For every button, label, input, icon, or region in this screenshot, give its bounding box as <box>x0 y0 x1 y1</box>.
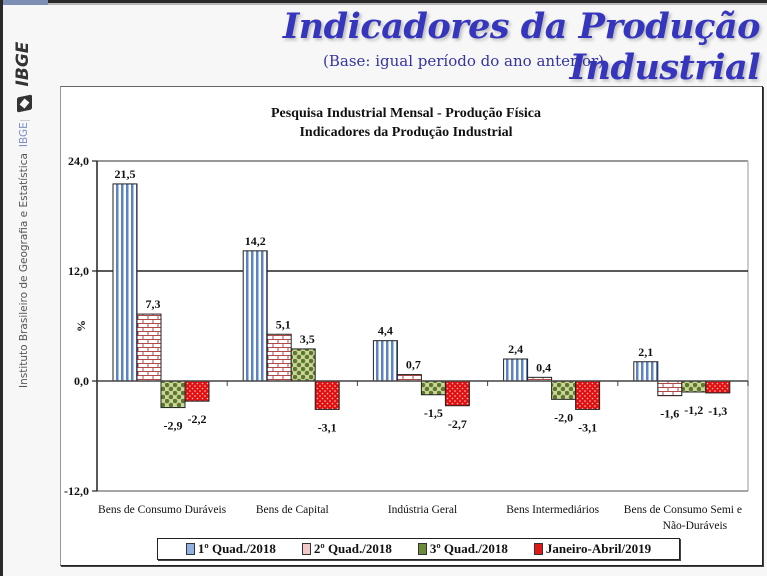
data-label: -3,1 <box>318 420 337 434</box>
legend-swatch <box>417 543 427 555</box>
chart-legend: 1º Quad./2018 2º Quad./2018 3º Quad./2018 J… <box>157 538 680 560</box>
top-bar-accent <box>0 0 48 5</box>
data-label: -1,6 <box>660 407 679 421</box>
data-label: 5,1 <box>276 317 291 331</box>
category-label: Indústria Geral <box>388 504 457 516</box>
bar-4-3 <box>444 380 470 407</box>
institution-name: Instituto Brasileiro de Geografia e Esta… <box>18 122 34 388</box>
category-label: Bens Intermediários <box>506 504 599 516</box>
legend-swatch <box>185 543 195 555</box>
bar-4-4 <box>575 380 601 410</box>
category-label: Não-Duráveis <box>663 520 728 532</box>
bar-4-5 <box>705 380 731 394</box>
data-label: -1,3 <box>708 404 727 418</box>
bar-1-5 <box>633 361 659 382</box>
institution-short: IBGE <box>18 122 30 148</box>
top-bar-line <box>48 3 767 5</box>
data-label: -2,0 <box>554 410 573 424</box>
bar-2-5 <box>657 380 683 397</box>
bar-3-2 <box>290 348 316 382</box>
y-tick-label: -12,0 <box>64 484 89 498</box>
y-tick-label: 12,0 <box>68 264 89 278</box>
data-label: 14,2 <box>245 234 266 248</box>
legend-label: 3º Quad./2018 <box>429 541 508 556</box>
bar-1-1 <box>112 183 138 382</box>
bar-4-1 <box>184 380 210 402</box>
category-label: Bens de Consumo Semi e <box>624 504 742 516</box>
bar-2-1 <box>136 313 162 382</box>
data-label: 2,1 <box>638 345 653 359</box>
data-label: 2,4 <box>508 342 523 356</box>
data-label: -2,7 <box>448 417 467 431</box>
bar-3-4 <box>551 380 577 400</box>
chart-title: Pesquisa Industrial Mensal - Produção Fí… <box>271 106 541 121</box>
bar-3-1 <box>160 380 186 409</box>
legend-item: 3º Quad./2018 <box>417 541 508 557</box>
data-label: 0,4 <box>536 360 551 374</box>
legend-swatch <box>533 543 543 555</box>
legend-item: Janeiro-Abril/2019 <box>533 541 652 557</box>
category-label: Bens de Capital <box>256 504 329 516</box>
bar-3-5 <box>681 380 707 393</box>
left-edge <box>0 0 3 576</box>
data-label: 4,4 <box>378 324 393 338</box>
bar-1-3 <box>372 340 398 382</box>
legend-swatch <box>301 543 311 555</box>
data-label: -2,2 <box>188 412 207 426</box>
data-label: 0,7 <box>406 358 421 372</box>
legend-label: 2º Quad./2018 <box>313 541 392 556</box>
bar-1-4 <box>503 358 529 382</box>
institution-full: Instituto Brasileiro de Geografia e Esta… <box>18 153 30 388</box>
legend-item: 1º Quad./2018 <box>185 541 276 557</box>
ibge-logo-icon <box>17 94 32 113</box>
ibge-logo: IBGE <box>13 34 36 114</box>
y-tick-label: 0,0 <box>74 374 89 388</box>
legend-label: Janeiro-Abril/2019 <box>545 541 652 556</box>
legend-item: 2º Quad./2018 <box>301 541 392 557</box>
slide-title: Indicadores da Produção Industrial <box>282 6 761 88</box>
data-label: -1,2 <box>684 403 703 417</box>
chart-container: Pesquisa Industrial Mensal - Produção Fí… <box>60 86 763 566</box>
data-label: -2,9 <box>164 419 183 433</box>
bar-2-3 <box>396 374 422 382</box>
bar-4-2 <box>314 380 340 410</box>
bar-chart: Pesquisa Industrial Mensal - Produção Fí… <box>64 106 749 532</box>
category-label: Bens de Consumo Duráveis <box>98 504 227 516</box>
bar-2-2 <box>266 333 292 382</box>
data-label: 21,5 <box>115 167 136 181</box>
y-axis-label: % <box>74 320 88 332</box>
bar-3-3 <box>420 380 446 396</box>
sidebar-divider <box>20 120 30 121</box>
data-label: -3,1 <box>578 420 597 434</box>
ibge-logo-text: IBGE <box>13 41 33 87</box>
top-bar <box>0 0 767 5</box>
y-tick-label: 24,0 <box>68 154 89 168</box>
bar-1-2 <box>242 250 268 382</box>
data-label: 3,5 <box>300 332 315 346</box>
slide-subtitle: (Base: igual período do ano anterior) <box>323 52 604 70</box>
data-label: -1,5 <box>424 406 443 420</box>
legend-label: 1º Quad./2018 <box>197 541 276 556</box>
chart-subtitle: Indicadores da Produção Industrial <box>299 125 512 140</box>
data-label: 7,3 <box>146 297 161 311</box>
